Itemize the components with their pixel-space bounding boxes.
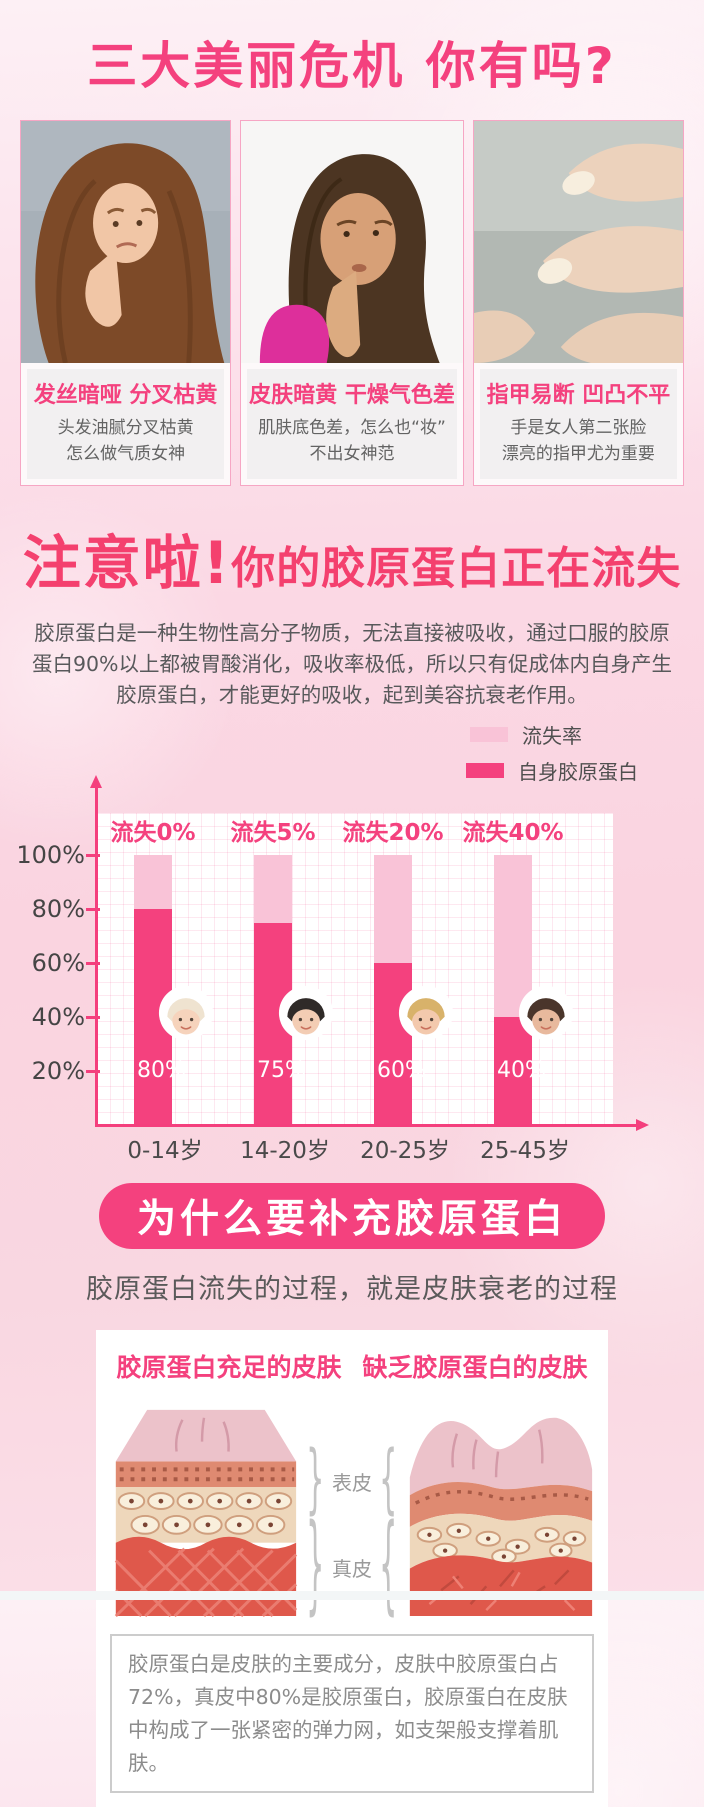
crisis-cards-row: 发丝暗哑 分叉枯黄 头发油腻分叉枯黄 怎么做气质女神 bbox=[0, 120, 704, 486]
baby-face-icon bbox=[158, 985, 214, 1041]
self-collagen-bar bbox=[494, 1017, 532, 1126]
y-axis-tick-label: 100% bbox=[16, 841, 85, 870]
chart-legend: 流失率自身胶原蛋白 bbox=[22, 720, 682, 785]
bar-value-label: 40% bbox=[497, 1058, 546, 1084]
skin-panel-titles: 胶原蛋白充足的皮肤 缺乏胶原蛋白的皮肤 bbox=[106, 1348, 598, 1384]
bar-value-label: 75% bbox=[257, 1058, 306, 1084]
legend-swatch bbox=[470, 727, 508, 743]
brace-left-icon: } bbox=[306, 1437, 325, 1525]
wrinkled-skin-diagram bbox=[409, 1417, 593, 1617]
x-axis-category-label: 14-20岁 bbox=[240, 1138, 330, 1165]
y-axis-tick bbox=[86, 1015, 100, 1019]
crisis-card-title: 发丝暗哑 分叉枯黄 bbox=[33, 383, 218, 408]
y-axis-tick-label: 40% bbox=[31, 1003, 85, 1032]
dull-hair-photo bbox=[21, 121, 231, 363]
young-woman-face-icon bbox=[398, 985, 454, 1041]
crisis-card-title: 皮肤暗黄 干燥气色差 bbox=[249, 383, 455, 408]
epidermis-label: 表皮 bbox=[332, 1470, 372, 1495]
dermis-label-row: } 真皮 { bbox=[302, 1506, 402, 1629]
why-supplement-banner: 为什么要补充胶原蛋白 bbox=[99, 1183, 605, 1250]
healthy-skin-title: 胶原蛋白充足的皮肤 bbox=[116, 1353, 342, 1383]
crisis-card-nails: 指甲易断 凹凸不平 手是女人第二张脸 漂亮的指甲尤为重要 bbox=[472, 120, 685, 486]
crisis-card-title: 指甲易断 凹凸不平 bbox=[486, 383, 671, 408]
loss-rate-label: 流失5% bbox=[230, 820, 316, 847]
crisis-card-caption: 指甲易断 凹凸不平 手是女人第二张脸 漂亮的指甲尤为重要 bbox=[474, 363, 683, 485]
y-axis-tick-label: 80% bbox=[31, 895, 85, 924]
crisis-card-desc-line1: 头发油腻分叉枯黄 bbox=[57, 418, 194, 438]
brace-right-icon: { bbox=[379, 1437, 398, 1525]
dermis-label: 真皮 bbox=[332, 1556, 372, 1581]
y-axis-tick-label: 20% bbox=[31, 1057, 85, 1086]
brittle-nails-photo bbox=[473, 121, 684, 363]
collagen-chart: 流失0% 80% 流失5% 75% 流失20% 60% 流失40% 40% 100% 80% 60… bbox=[16, 775, 655, 1167]
legend-label: 流失率 bbox=[522, 724, 582, 749]
crisis-card-caption: 发丝暗哑 分叉枯黄 头发油腻分叉枯黄 怎么做气质女神 bbox=[21, 363, 230, 485]
x-axis-category-label: 25-45岁 bbox=[480, 1138, 570, 1165]
page-title: 三大美丽危机 你有吗? bbox=[87, 37, 617, 95]
loss-rate-label: 流失40% bbox=[462, 820, 564, 847]
crisis-card-desc-line1: 肌肤底色差，怎么也“妆” bbox=[258, 418, 446, 438]
crisis-card-skin: 皮肤暗黄 干燥气色差 肌肤底色差，怎么也“妆” 不出女神范 bbox=[240, 120, 464, 486]
crisis-card-desc-line2: 漂亮的指甲尤为重要 bbox=[501, 443, 655, 464]
bottom-strip bbox=[0, 1591, 704, 1600]
collagen-intro-paragraph: 胶原蛋白是一种生物性高分子物质，无法直接被吸收，通过口服的胶原蛋白90%以上都被… bbox=[31, 621, 673, 707]
loss-rate-label: 流失0% bbox=[110, 820, 196, 847]
healthy-skin-diagram bbox=[114, 1410, 298, 1618]
collagen-note: 胶原蛋白是皮肤的主要成分，皮肤中胶原蛋白占72%，真皮中80%是胶原蛋白，胶原蛋… bbox=[110, 1634, 594, 1794]
x-axis-category-label: 20-25岁 bbox=[360, 1138, 450, 1165]
legend-swatch bbox=[466, 763, 504, 779]
y-axis-tick bbox=[86, 1069, 100, 1073]
y-axis-tick bbox=[86, 907, 100, 911]
y-axis-tick bbox=[86, 853, 100, 857]
crisis-card-desc-line1: 手是女人第二张脸 bbox=[510, 418, 647, 438]
bar-value-label: 80% bbox=[137, 1058, 186, 1084]
crisis-card-desc-line2: 不出女神范 bbox=[309, 443, 395, 464]
skin-comparison-panel: 胶原蛋白充足的皮肤 缺乏胶原蛋白的皮肤 bbox=[96, 1330, 608, 1807]
mature-woman-face-icon bbox=[518, 985, 574, 1041]
crisis-card-desc: 头发油腻分叉枯黄 怎么做气质女神 bbox=[29, 416, 222, 467]
teen-girl-face-icon bbox=[278, 985, 334, 1041]
why-subtitle: 胶原蛋白流失的过程，就是皮肤衰老的过程 bbox=[86, 1274, 618, 1306]
self-collagen-bar bbox=[374, 963, 412, 1126]
skin-diagrams-row: } 表皮 { } 真皮 { bbox=[106, 1400, 598, 1629]
epidermis-label-row: } 表皮 { bbox=[302, 1438, 402, 1525]
brace-left-icon: } bbox=[306, 1505, 325, 1629]
x-axis-line bbox=[95, 1119, 649, 1132]
loss-rate-label: 流失20% bbox=[342, 820, 444, 847]
alert-heading-emphasis: 注意啦! bbox=[22, 529, 232, 597]
y-axis-line bbox=[90, 775, 102, 1126]
y-axis-tick bbox=[86, 961, 100, 965]
alert-heading-rest: 你的胶原蛋白正在流失 bbox=[231, 543, 682, 594]
legend-label: 自身胶原蛋白 bbox=[518, 760, 638, 785]
skin-layer-labels: } 表皮 { } 真皮 { bbox=[302, 1400, 402, 1629]
brace-right-icon: { bbox=[379, 1505, 398, 1629]
bar-chart-plot: 流失0% 80% 流失5% 75% 流失20% 60% 流失40% 40% bbox=[97, 813, 613, 1126]
crisis-card-desc: 手是女人第二张脸 漂亮的指甲尤为重要 bbox=[482, 416, 675, 467]
bar-value-label: 60% bbox=[377, 1058, 426, 1084]
y-axis-tick-label: 60% bbox=[31, 949, 85, 978]
crisis-card-desc-line2: 怎么做气质女神 bbox=[66, 443, 186, 464]
lacking-skin-title: 缺乏胶原蛋白的皮肤 bbox=[362, 1353, 588, 1383]
dull-skin-photo bbox=[241, 121, 463, 363]
crisis-card-caption: 皮肤暗黄 干燥气色差 肌肤底色差，怎么也“妆” 不出女神范 bbox=[241, 363, 463, 485]
alert-heading: 注意啦!你的胶原蛋白正在流失 bbox=[0, 516, 704, 600]
crisis-card-hair: 发丝暗哑 分叉枯黄 头发油腻分叉枯黄 怎么做气质女神 bbox=[20, 120, 232, 486]
legend-item: 流失率 bbox=[470, 720, 638, 749]
x-axis-category-label: 0-14岁 bbox=[127, 1138, 203, 1165]
legend-item: 自身胶原蛋白 bbox=[466, 756, 638, 785]
crisis-card-desc: 肌肤底色差，怎么也“妆” 不出女神范 bbox=[249, 416, 455, 467]
